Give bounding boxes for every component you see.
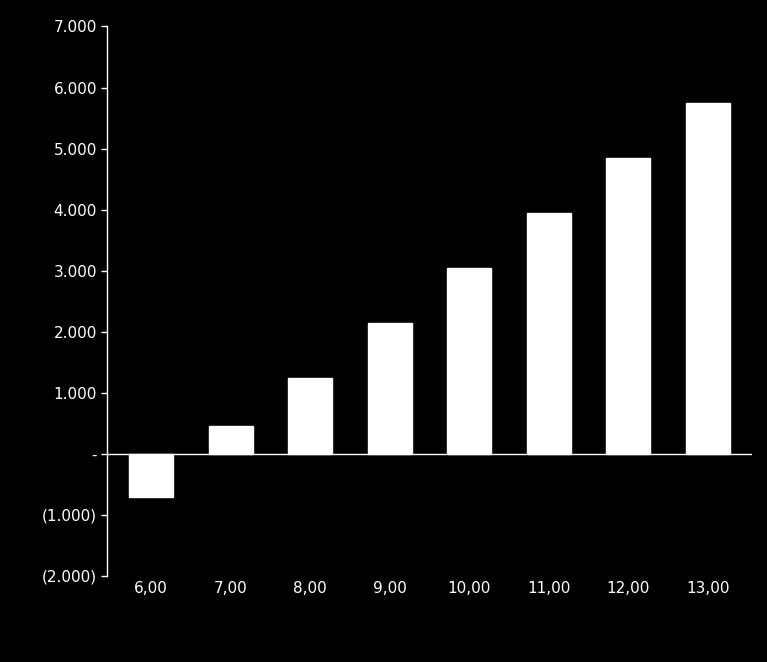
Bar <box>209 426 252 454</box>
Bar <box>686 103 729 454</box>
Bar <box>368 322 412 454</box>
Bar <box>447 267 491 454</box>
Bar <box>288 377 332 454</box>
Bar <box>607 158 650 454</box>
Bar <box>130 454 173 496</box>
Bar <box>527 213 571 454</box>
